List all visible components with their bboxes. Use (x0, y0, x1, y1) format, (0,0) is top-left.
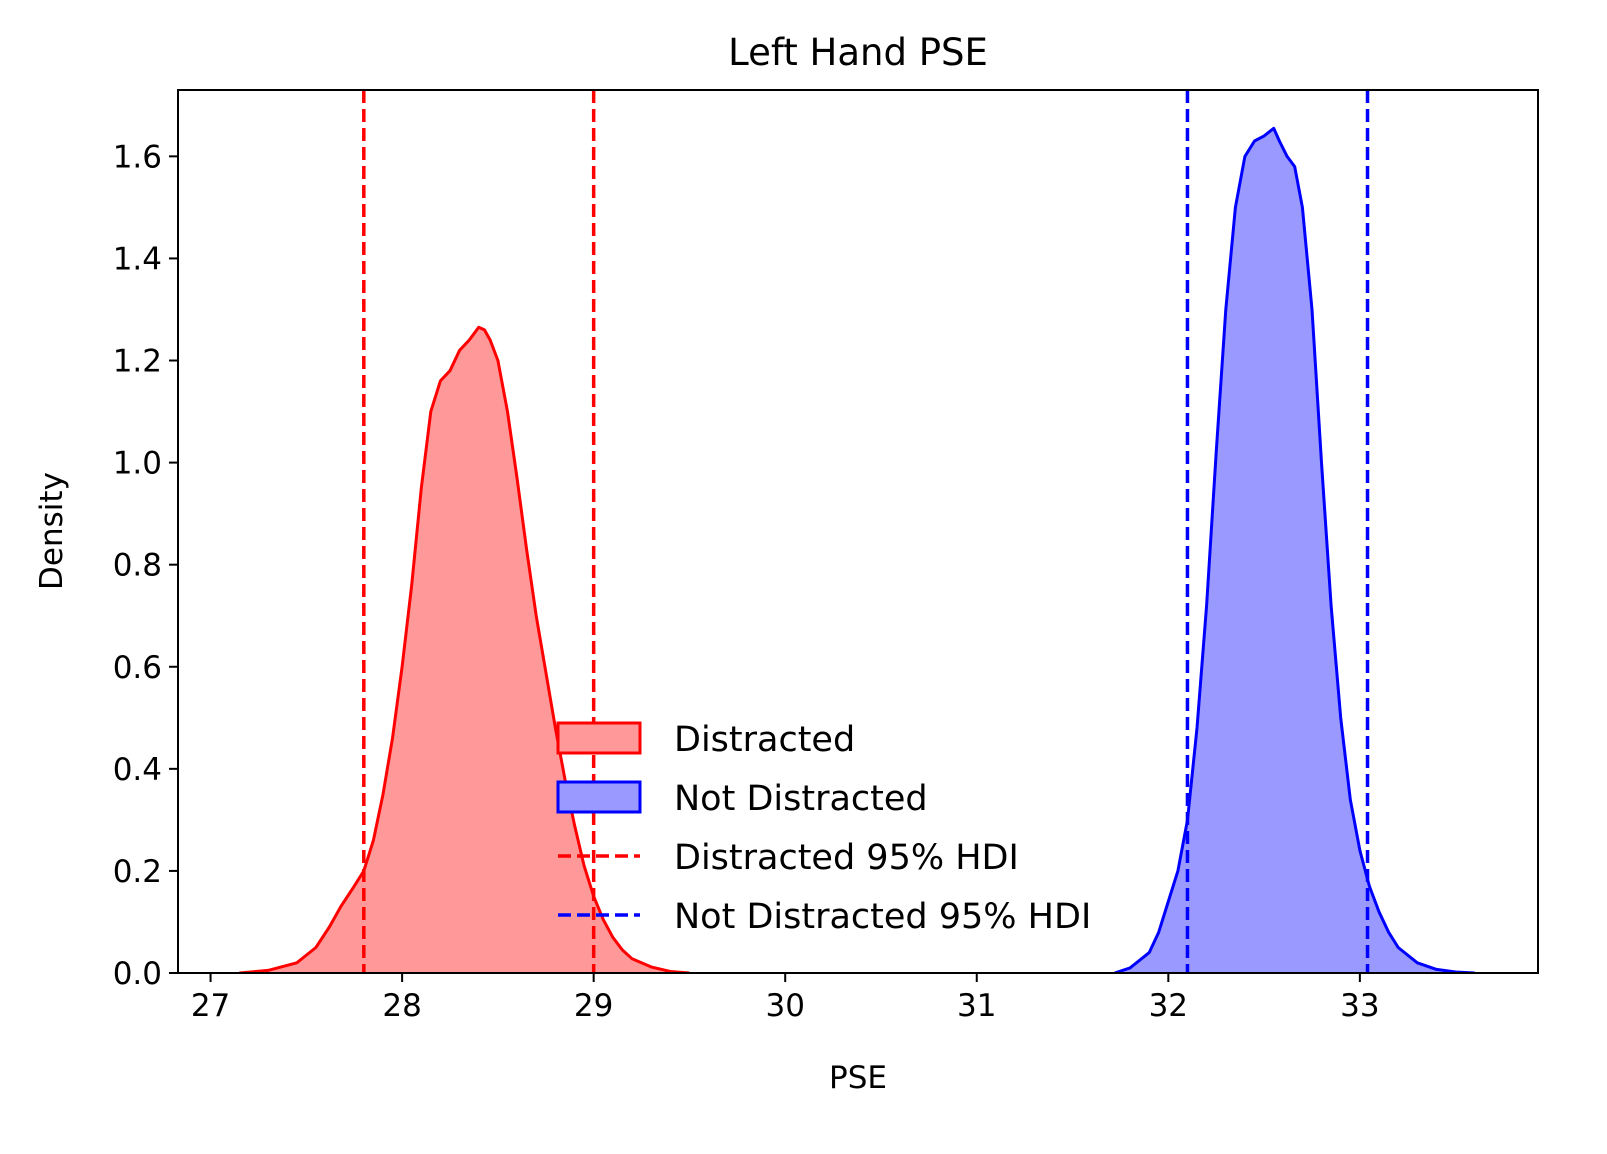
distracted-density-line (239, 325, 690, 973)
y-tick-label: 0.4 (113, 752, 162, 788)
x-tick-label: 28 (382, 988, 421, 1024)
y-tick-label: 0.2 (113, 854, 162, 890)
y-tick-label: 0.0 (113, 956, 162, 992)
x-tick-label: 30 (765, 988, 804, 1024)
distracted-density-area (239, 327, 690, 973)
legend-label-distracted: Distracted (674, 720, 855, 760)
y-tick-label: 0.8 (113, 548, 162, 584)
axes: 27 28 29 30 31 32 33 0.0 0.2 0.4 0.6 0.8 1.0 1.2 1.4 1.… (113, 89, 1539, 1024)
legend-label-not-distracted: Not Distracted (674, 779, 928, 819)
legend-swatch-not-distracted (556, 780, 642, 814)
x-tick-label: 29 (574, 988, 613, 1024)
y-tick-label: 1.2 (113, 344, 162, 380)
chart-title: Left Hand PSE (728, 31, 988, 74)
x-axis-label: PSE (829, 1060, 887, 1096)
x-tick-label: 27 (191, 988, 230, 1024)
plot-area (239, 90, 1475, 973)
legend-label-not-distracted-95-hdi: Not Distracted 95% HDI (674, 897, 1091, 937)
x-tick-label: 32 (1149, 988, 1188, 1024)
x-tick-label: 31 (957, 988, 996, 1024)
y-tick-label: 0.6 (113, 650, 162, 686)
y-tick-label: 1.0 (113, 446, 162, 482)
y-tick-label: 1.6 (113, 139, 162, 175)
axes-frame (177, 89, 1539, 974)
y-axis-label: Density (34, 472, 70, 590)
plot-clipped-group (239, 90, 1475, 973)
not-distracted-density-line (1114, 126, 1475, 973)
y-tick-label: 1.4 (113, 241, 162, 277)
legend-swatch-distracted (556, 721, 642, 755)
x-tick-label: 33 (1340, 988, 1379, 1024)
not-distracted-density-area (1114, 128, 1475, 973)
legend: Distracted Not Distracted Distracted 95% H… (556, 720, 1091, 937)
legend-label-distracted-95-hdi: Distracted 95% HDI (674, 838, 1019, 878)
